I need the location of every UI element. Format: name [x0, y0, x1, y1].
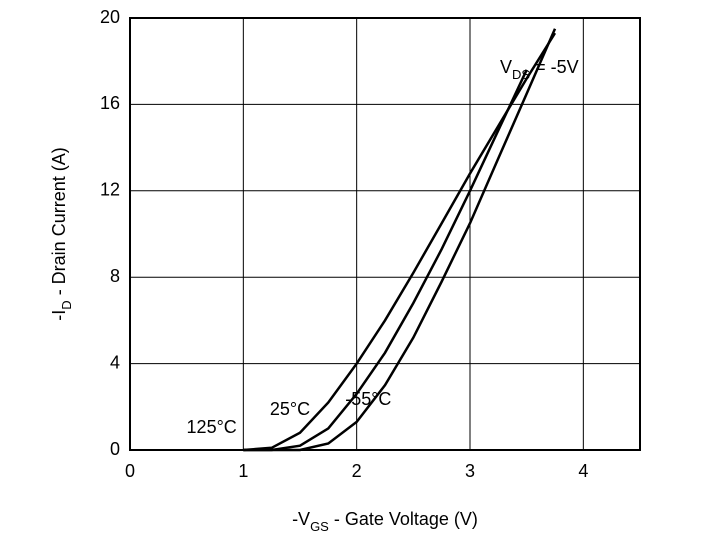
- y-axis-label: -ID - Drain Current (A): [49, 147, 74, 320]
- y-axis-label-sub: D: [59, 300, 74, 309]
- x-axis-label-rest: - Gate Voltage (V): [329, 509, 478, 529]
- x-tick-label: 0: [125, 461, 135, 481]
- y-tick-label: 12: [100, 180, 120, 200]
- series-label: -55°C: [345, 389, 391, 409]
- y-tick-label: 20: [100, 7, 120, 27]
- data-line: [243, 28, 557, 452]
- y-axis-label-rest: - Drain Current (A): [49, 147, 69, 300]
- x-tick-label: 1: [238, 461, 248, 481]
- series-label: 25°C: [270, 399, 310, 419]
- series-label: 125°C: [187, 417, 237, 437]
- x-axis-label-main: -V: [292, 509, 310, 529]
- data-line: [243, 32, 557, 452]
- y-axis-label-main: -I: [49, 310, 69, 321]
- x-tick-label: 4: [578, 461, 588, 481]
- x-tick-label: 3: [465, 461, 475, 481]
- y-tick-label: 4: [110, 352, 120, 372]
- data-line: [243, 69, 528, 452]
- x-axis-label: -VGS - Gate Voltage (V): [292, 509, 478, 534]
- y-tick-label: 16: [100, 93, 120, 113]
- x-tick-label: 2: [352, 461, 362, 481]
- annotation-rest: = -5V: [530, 57, 579, 77]
- y-tick-label: 8: [110, 266, 120, 286]
- annotation-sub: DS: [512, 67, 530, 82]
- y-tick-label: 0: [110, 439, 120, 459]
- annotation-main: V: [500, 57, 512, 77]
- x-axis-label-sub: GS: [310, 519, 329, 534]
- annotation: VDS = -5V: [500, 57, 579, 82]
